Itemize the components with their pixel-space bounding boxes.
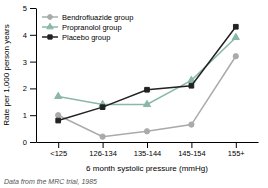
x-axis: <125 126-134 135-144 145-154 155+ <box>37 142 259 158</box>
x-tick-label: 145-154 <box>178 149 206 158</box>
axis-domain <box>36 9 37 143</box>
legend-item: Placebo group <box>42 33 110 42</box>
y-tick-label: 2 <box>23 84 27 93</box>
point-marker <box>56 113 61 118</box>
point-marker <box>100 134 105 139</box>
point-marker <box>189 122 194 127</box>
x-tick-mark <box>58 142 59 148</box>
y-tick: 5 <box>23 4 36 13</box>
x-tick-label: 126-134 <box>89 149 117 158</box>
x-axis-title: 6 month systolic pressure (mmHg) <box>86 164 208 173</box>
chart: <125 126-134 135-144 145-154 155+ 0 1 2 3 4 5 Bendr… <box>0 0 268 188</box>
y-tick-mark <box>30 142 36 143</box>
y-tick-mark <box>30 62 36 63</box>
point-marker <box>144 129 149 134</box>
y-axis: 0 1 2 3 4 5 <box>23 4 37 147</box>
y-tick: 2 <box>23 84 36 93</box>
series-line <box>58 56 236 136</box>
y-tick-mark <box>30 115 36 116</box>
point-marker <box>232 33 239 39</box>
x-tick-mark <box>236 142 237 148</box>
point-marker <box>189 83 194 88</box>
x-tick-label: 135-144 <box>134 149 162 158</box>
x-tick: 145-154 <box>178 142 206 158</box>
series-group <box>55 24 240 139</box>
series-line <box>58 37 236 104</box>
point-marker <box>56 118 61 123</box>
x-tick: 155+ <box>228 142 246 158</box>
legend-item: Bendrofluazide group <box>42 13 133 22</box>
point-marker <box>233 54 238 59</box>
point-marker <box>55 92 62 98</box>
y-tick: 0 <box>23 138 36 147</box>
y-tick: 4 <box>23 31 36 40</box>
y-tick-label: 0 <box>23 138 27 147</box>
x-tick-label: <125 <box>50 149 67 158</box>
x-tick-mark <box>191 142 192 148</box>
x-tick: <125 <box>50 142 67 158</box>
x-tick-mark <box>147 142 148 148</box>
legend-marker <box>47 23 53 29</box>
y-tick-mark <box>30 8 36 9</box>
x-tick-mark <box>103 142 104 148</box>
y-tick-mark <box>30 88 36 89</box>
point-marker <box>100 105 105 110</box>
point-marker <box>233 24 238 29</box>
legend-marker <box>48 15 53 20</box>
y-tick-label: 4 <box>23 31 27 40</box>
legend: Bendrofluazide groupPropranolol groupPla… <box>42 13 133 42</box>
y-tick-label: 5 <box>23 4 27 13</box>
plot-area: <125 126-134 135-144 145-154 155+ 0 1 2 3 4 5 Bendr… <box>23 4 259 158</box>
point-marker <box>143 100 150 106</box>
y-tick-mark <box>30 35 36 36</box>
x-tick: 135-144 <box>134 142 162 158</box>
y-tick: 3 <box>23 58 36 67</box>
y-tick-label: 1 <box>23 111 27 120</box>
y-tick-label: 3 <box>23 58 27 67</box>
legend-label: Placebo group <box>62 33 110 42</box>
legend-item: Propranolol group <box>42 23 122 32</box>
x-tick-label: 155+ <box>228 149 246 158</box>
annotation: Data from the MRC trial, 1985 <box>4 178 97 185</box>
x-tick: 126-134 <box>89 142 117 158</box>
legend-marker <box>48 35 52 39</box>
legend-label: Propranolol group <box>62 23 122 32</box>
y-axis-title: Rate per 1,000 person years <box>2 24 11 125</box>
legend-label: Bendrofluazide group <box>62 13 133 22</box>
series-line <box>58 27 236 121</box>
point-marker <box>145 87 150 92</box>
y-tick: 1 <box>23 111 36 120</box>
